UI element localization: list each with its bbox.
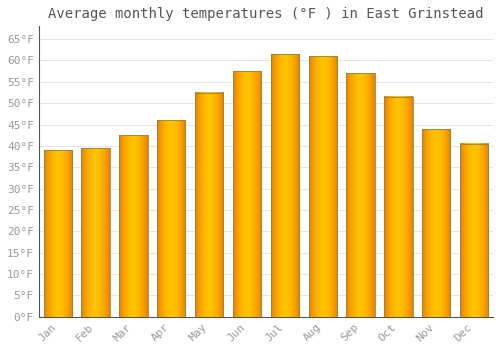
Bar — [233, 71, 261, 317]
Bar — [157, 120, 186, 317]
Bar — [233, 71, 261, 317]
Bar — [270, 54, 299, 317]
Bar — [384, 97, 412, 317]
Bar — [308, 56, 337, 317]
Bar — [82, 148, 110, 317]
Bar — [119, 135, 148, 317]
Bar — [44, 150, 72, 317]
Bar — [157, 120, 186, 317]
Bar — [422, 129, 450, 317]
Bar — [346, 73, 375, 317]
Bar — [308, 56, 337, 317]
Bar — [195, 92, 224, 317]
Bar — [460, 144, 488, 317]
Bar — [384, 97, 412, 317]
Bar — [44, 150, 72, 317]
Bar — [270, 54, 299, 317]
Bar — [422, 129, 450, 317]
Bar — [119, 135, 148, 317]
Bar — [82, 148, 110, 317]
Title: Average monthly temperatures (°F ) in East Grinstead: Average monthly temperatures (°F ) in Ea… — [48, 7, 484, 21]
Bar — [460, 144, 488, 317]
Bar — [195, 92, 224, 317]
Bar — [346, 73, 375, 317]
